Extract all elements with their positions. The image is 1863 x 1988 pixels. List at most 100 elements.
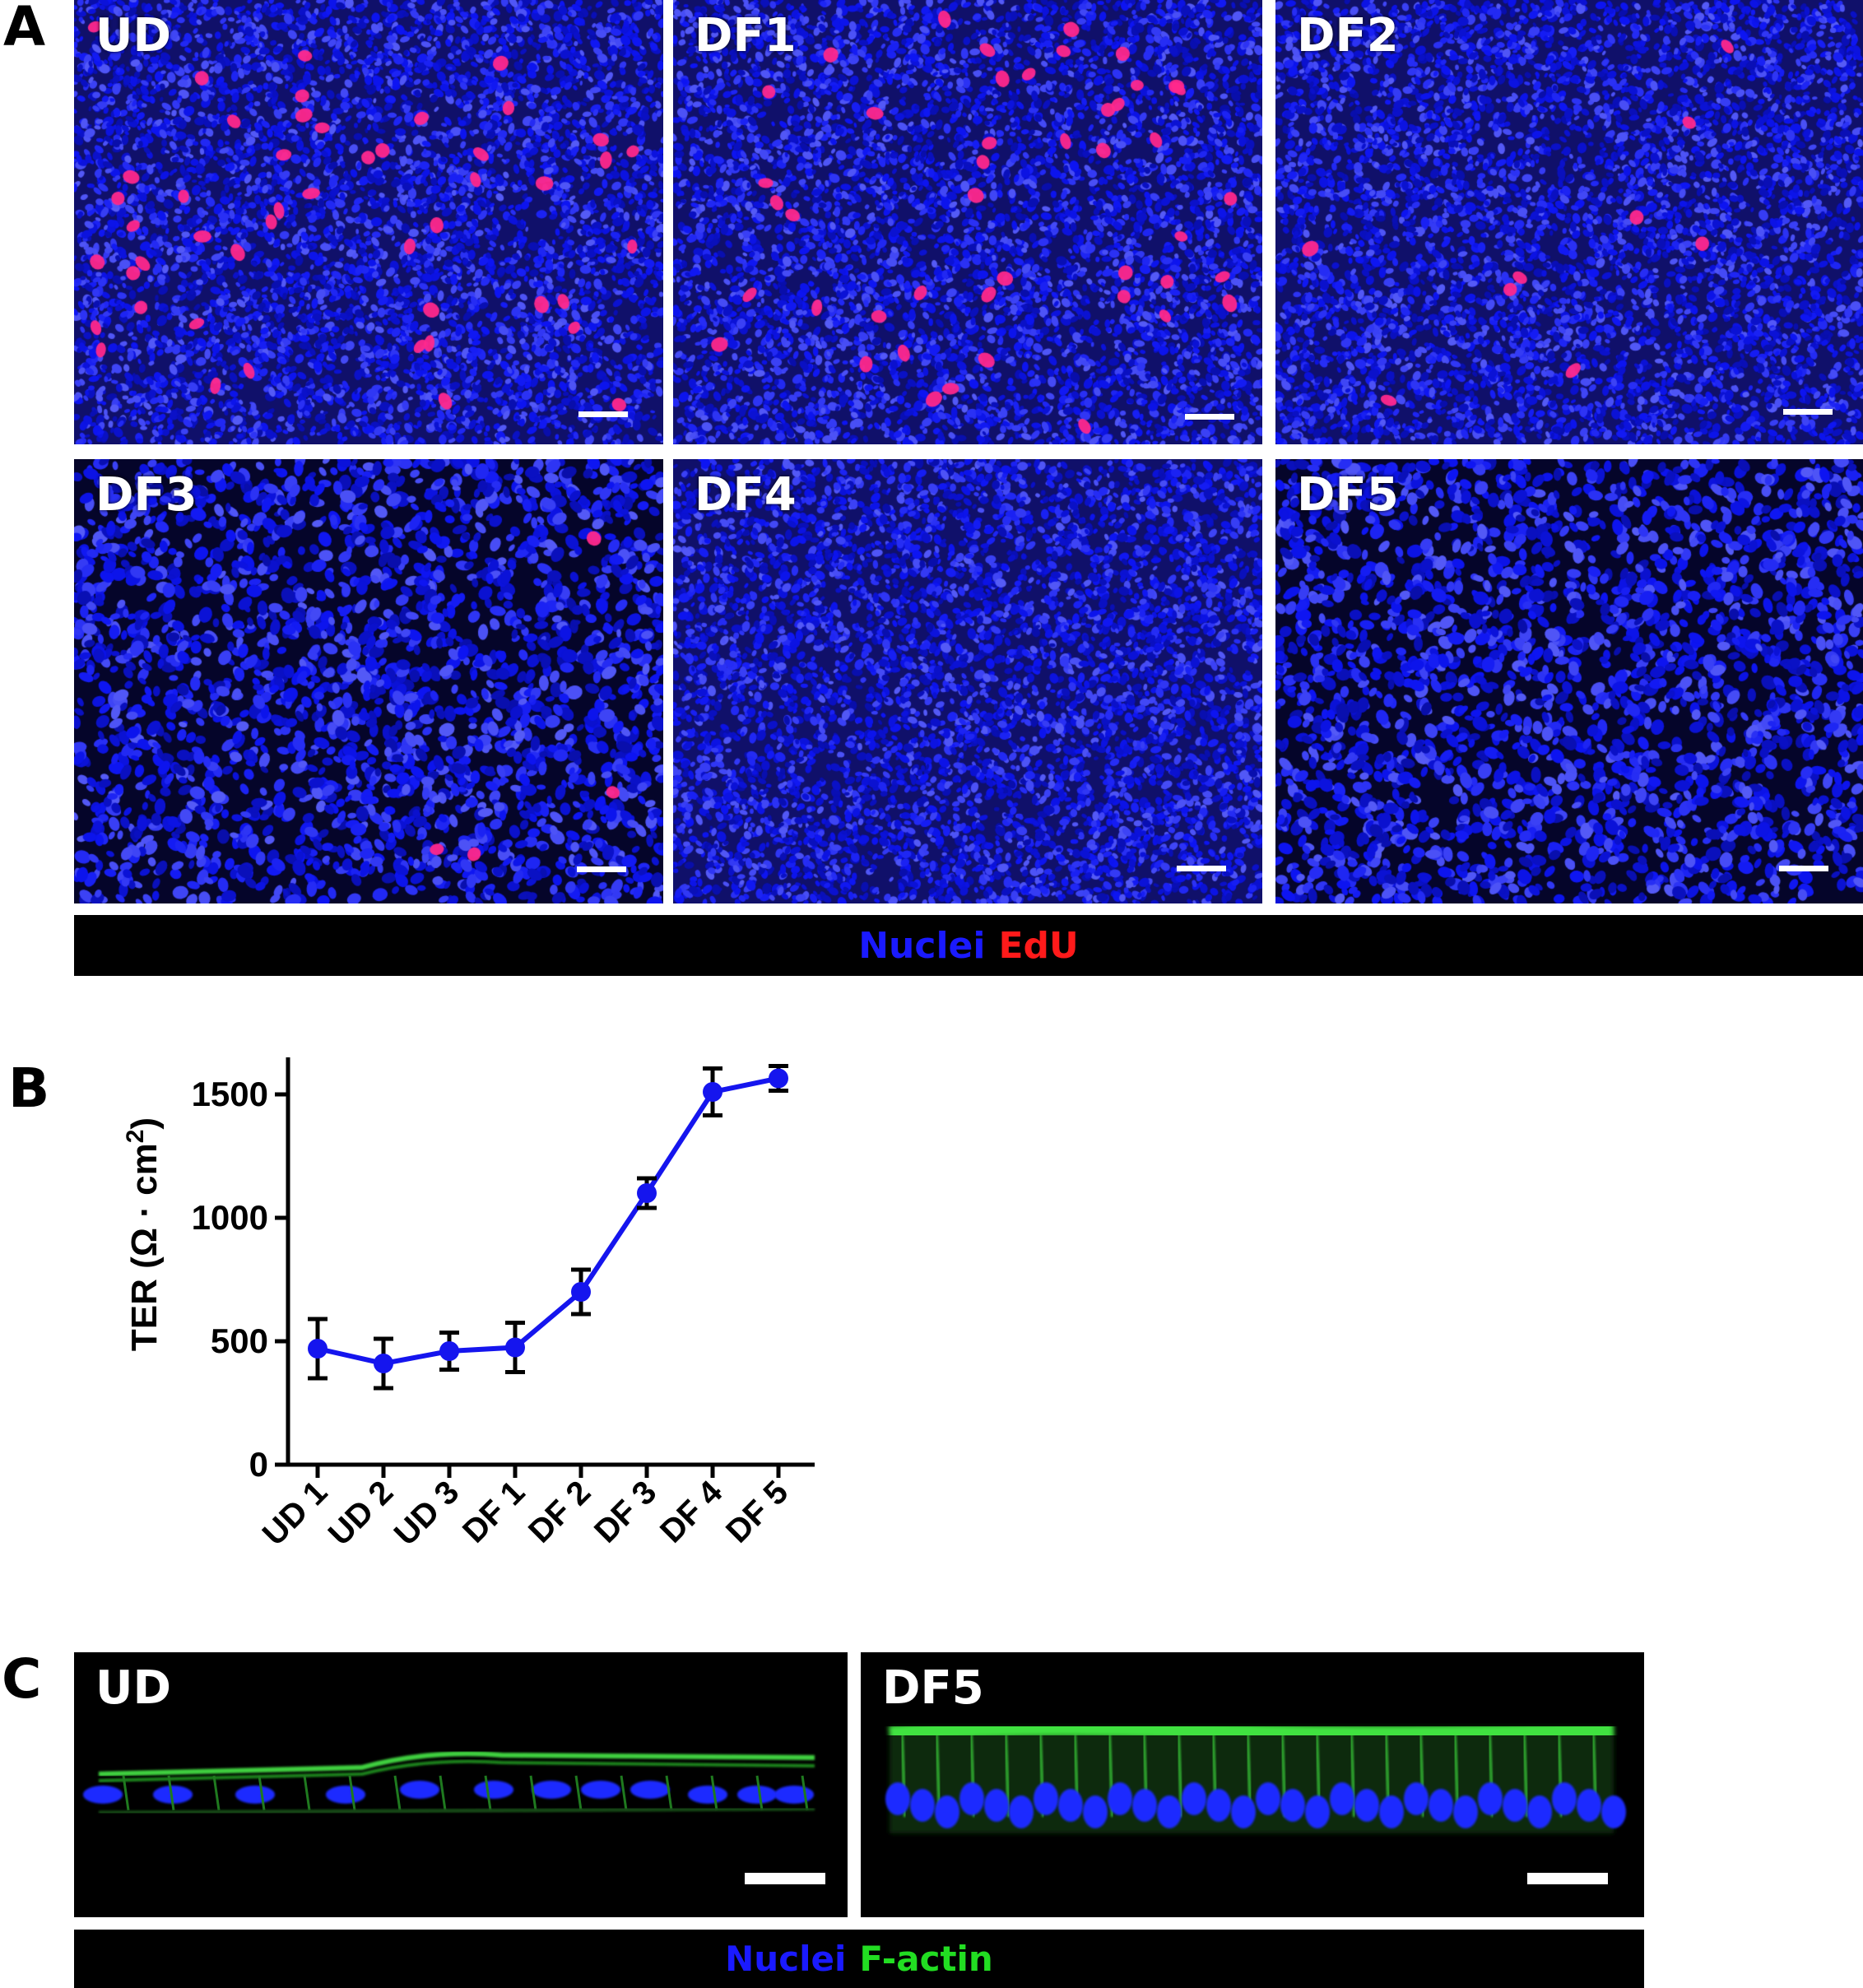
cross-section-label: DF5 [882,1661,984,1715]
micrograph-label: DF4 [695,468,797,522]
legend-nuclei: Nuclei [858,924,986,967]
scale-bar [1527,1873,1608,1884]
nucleus [1503,1789,1527,1822]
nucleus [959,1782,984,1815]
y-tick-label: 0 [249,1445,268,1484]
panel-label-c: C [2,1647,42,1711]
nucleus [1034,1782,1058,1815]
data-point [637,1183,657,1203]
nucleus [1601,1795,1626,1828]
data-point [703,1082,722,1102]
nucleus [1108,1782,1132,1815]
nucleus [984,1789,1009,1822]
x-tick-label: UD 1 [256,1474,335,1553]
nucleus [1083,1795,1108,1828]
ter-line-chart: 0 500 1000 1500 UD 1UD 2UD 3DF 1DF 2DF 3DF 4… [122,1057,815,1553]
legend-bar-c: Nuclei F-actin [74,1930,1644,1988]
nucleus [935,1795,959,1828]
nucleus [1058,1789,1083,1822]
membrane [801,1775,809,1811]
scale-bar [1185,414,1234,420]
membrane [484,1775,492,1811]
membrane [529,1775,537,1811]
nucleus [1453,1795,1478,1828]
cross-section-ud: UD [74,1652,848,1917]
x-tick-label: UD 2 [322,1474,401,1553]
membrane [393,1775,402,1811]
legend-nuclei: Nuclei [725,1939,847,1979]
data-point [374,1354,393,1373]
legend-factin: F-actin [859,1939,993,1979]
micrograph-label: DF2 [1297,9,1399,63]
nucleus [1132,1789,1157,1822]
nucleus [774,1786,814,1804]
membrane [303,1775,311,1811]
nucleus [1280,1789,1305,1822]
legend-bar-a: Nuclei EdU [74,915,1863,976]
membrane [755,1775,764,1811]
membrane [665,1775,673,1811]
x-tick-label: UD 3 [388,1474,467,1553]
membrane [122,1775,130,1811]
y-tick-label: 1000 [192,1198,268,1237]
micrograph-df4: DF4 [673,459,1262,903]
micrograph-df2: DF2 [1275,0,1863,444]
nucleus [1009,1795,1034,1828]
nucleus [326,1786,365,1804]
nucleus [400,1781,439,1799]
membrane [348,1775,356,1811]
nucleus [910,1789,935,1822]
data-point [769,1068,788,1089]
nucleus [1256,1782,1280,1815]
scale-bar [745,1873,825,1884]
nucleus [688,1786,727,1804]
membrane [167,1775,175,1811]
nucleus [235,1786,275,1804]
x-tick-label: DF 5 [719,1474,795,1549]
nucleus [1429,1789,1453,1822]
nucleus [885,1782,910,1815]
x-tick-label: DF 4 [653,1474,730,1550]
micrograph-df3: DF3 [74,459,663,903]
y-axis-label: TER (Ω · cm2) [122,1117,165,1351]
micrograph-label: UD [95,9,171,63]
micrograph-df5: DF5 [1275,459,1863,903]
series-line [317,1075,779,1367]
nucleus [581,1781,620,1799]
nucleus [83,1786,123,1804]
data-point [505,1337,525,1358]
nucleus [1330,1782,1354,1815]
scale-bar [1779,866,1828,871]
nucleus [1305,1795,1330,1828]
nucleus [1478,1782,1503,1815]
nucleus [1354,1789,1379,1822]
membrane [212,1775,221,1811]
nucleus [1527,1795,1552,1828]
nucleus [1379,1795,1404,1828]
membrane [439,1775,447,1811]
data-point [439,1341,459,1361]
micrograph-ud: UD [74,0,663,444]
data-point [308,1339,328,1359]
nucleus [1182,1782,1206,1815]
cross-section-df5-drawing [885,1718,1626,1833]
x-tick-label: DF 3 [588,1474,663,1549]
micrograph-label: DF5 [1297,468,1399,522]
nucleus [1552,1782,1577,1815]
cross-section-ud-drawing [83,1751,815,1815]
nucleus [1404,1782,1429,1815]
nucleus [474,1781,513,1799]
membrane [620,1775,628,1811]
scale-bar [1177,866,1226,871]
nucleus [153,1786,193,1804]
nucleus [1231,1795,1256,1828]
cross-section-df5: DF5 [861,1652,1644,1917]
scale-bar [577,866,626,872]
cross-section-label: UD [95,1661,171,1715]
micrograph-label: DF3 [95,468,197,522]
data-point [571,1282,591,1302]
nucleus [532,1781,571,1799]
y-tick-label: 500 [211,1321,268,1360]
panel-label-b: B [8,1057,50,1120]
nucleus [630,1781,670,1799]
